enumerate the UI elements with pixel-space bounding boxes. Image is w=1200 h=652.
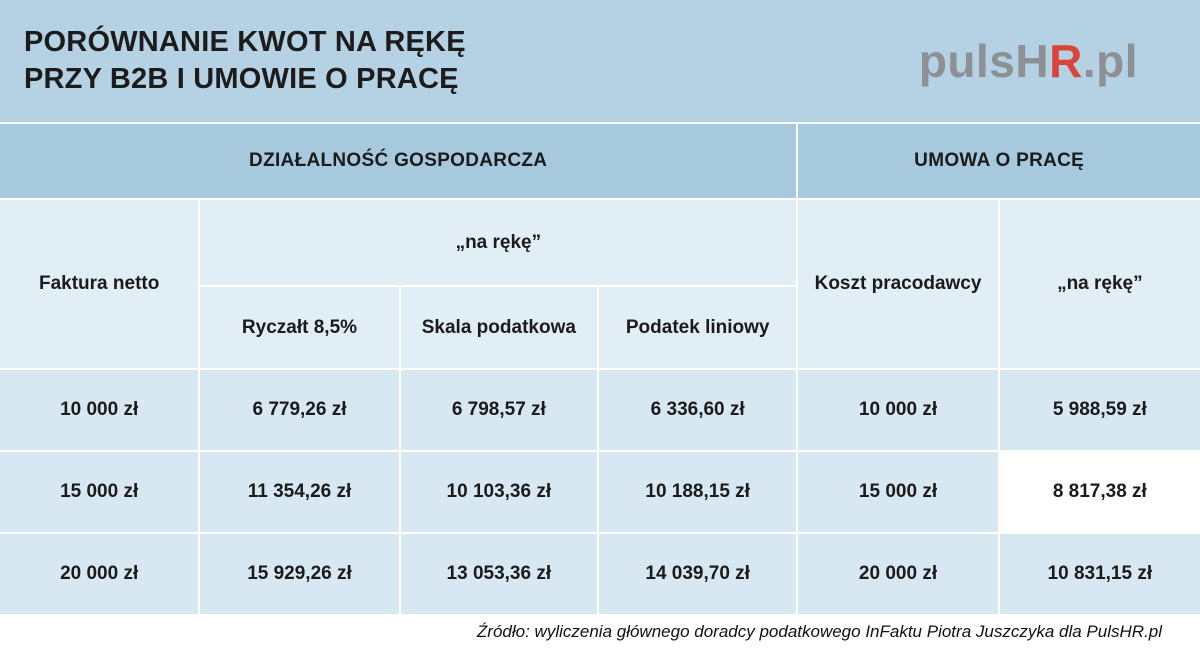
footer: Źródło: wyliczenia głównego doradcy poda… xyxy=(0,614,1200,650)
column-header-koszt-pracodawcy: Koszt pracodawcy xyxy=(798,200,998,368)
page-title: PORÓWNANIE KWOT NA RĘKĘ PRZY B2B I UMOWI… xyxy=(24,24,466,98)
column-header-faktura-netto: Faktura netto xyxy=(0,200,199,368)
table-cell: 15 929,26 zł xyxy=(200,534,399,614)
logo-text-red: R xyxy=(1049,35,1083,87)
logo-text-right: .pl xyxy=(1082,35,1138,87)
table-cell: 20 000 zł xyxy=(798,534,998,614)
table-cell: 20 000 zł xyxy=(0,534,199,614)
table-cell: 10 188,15 zł xyxy=(599,452,797,532)
column-header-na-reke-b2b: „na rękę” xyxy=(200,200,797,285)
table-cell: 15 000 zł xyxy=(798,452,998,532)
table-cell: 10 000 zł xyxy=(0,370,199,450)
section-header-b2b: DZIAŁALNOŚĆ GOSPODARCZA xyxy=(0,124,797,198)
table-cell: 6 798,57 zł xyxy=(400,370,598,450)
source-attribution: Źródło: wyliczenia głównego doradcy poda… xyxy=(476,622,1162,641)
page-title-line-1: PORÓWNANIE KWOT NA RĘKĘ xyxy=(24,25,466,58)
section-header-uop: UMOWA O PRACĘ xyxy=(798,124,1200,198)
table-cell: 10 831,15 zł xyxy=(999,534,1200,614)
table-cell: 6 779,26 zł xyxy=(200,370,399,450)
table-cell: 10 000 zł xyxy=(798,370,998,450)
table-cell: 15 000 zł xyxy=(0,452,199,532)
table-cell: 10 103,36 zł xyxy=(400,452,598,532)
column-header-na-reke-uop: „na rękę” xyxy=(999,200,1200,368)
pulshr-logo: pulsHR.pl xyxy=(919,34,1138,88)
comparison-table: DZIAŁALNOŚĆ GOSPODARCZA UMOWA O PRACĘ Fa… xyxy=(0,124,1200,614)
column-header-podatek-liniowy: Podatek liniowy xyxy=(599,287,797,368)
logo-text-left: pulsH xyxy=(918,35,1050,87)
column-header-ryczalt: Ryczałt 8,5% xyxy=(200,287,399,368)
table-cell: 6 336,60 zł xyxy=(599,370,797,450)
column-header-skala-podatkowa: Skala podatkowa xyxy=(400,287,598,368)
table-cell: 11 354,26 zł xyxy=(200,452,399,532)
table-cell: 13 053,36 zł xyxy=(400,534,598,614)
table-cell: 8 817,38 zł xyxy=(999,452,1200,532)
banner: PORÓWNANIE KWOT NA RĘKĘ PRZY B2B I UMOWI… xyxy=(0,0,1200,122)
table-cell: 5 988,59 zł xyxy=(999,370,1200,450)
table-cell: 14 039,70 zł xyxy=(599,534,797,614)
page-title-line-2: PRZY B2B I UMOWIE O PRACĘ xyxy=(24,63,459,95)
